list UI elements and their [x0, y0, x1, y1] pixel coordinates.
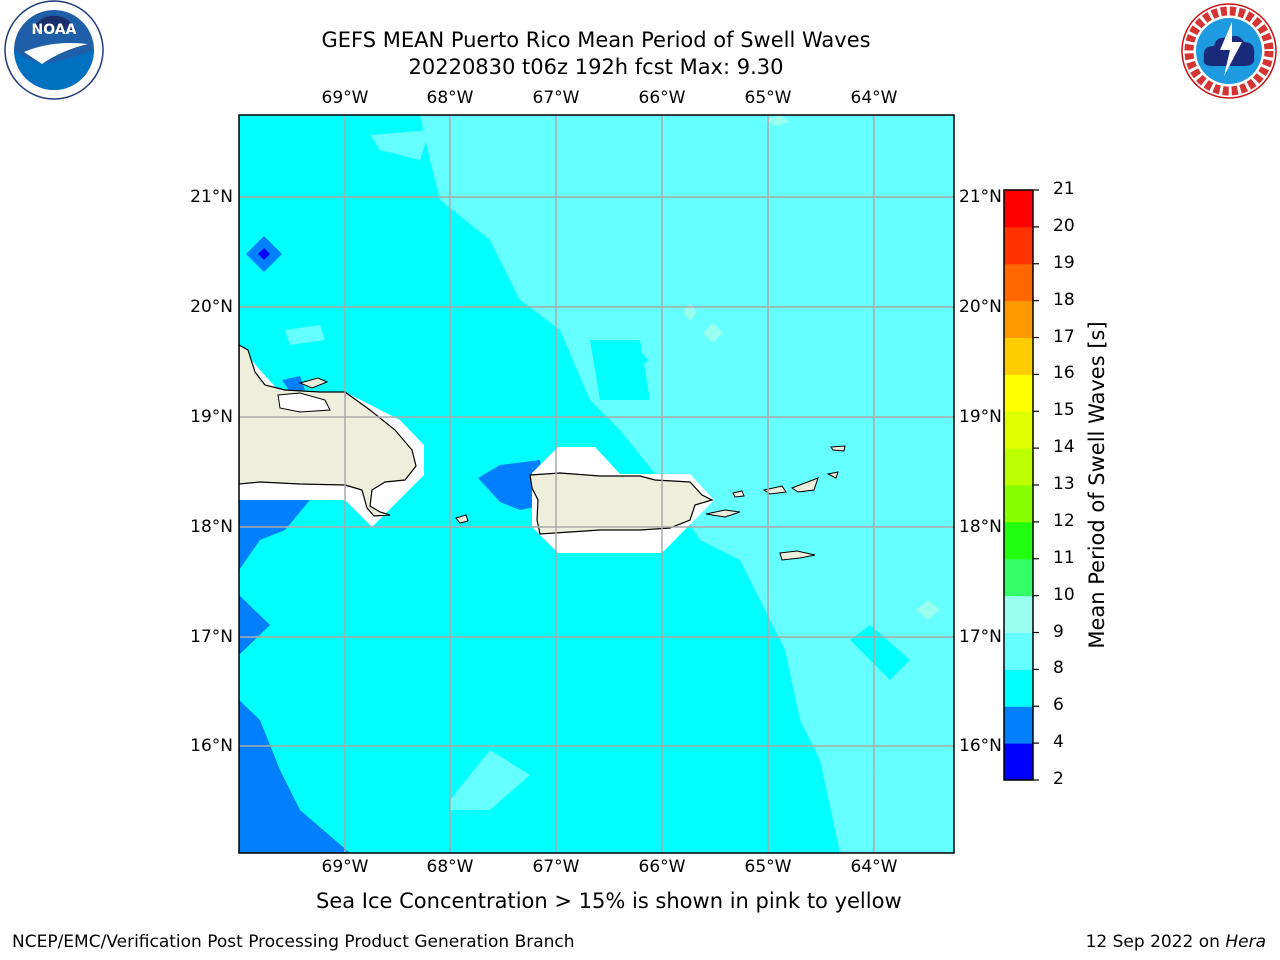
footer-credit: NCEP/EMC/Verification Post Processing Pr…: [12, 932, 575, 952]
colorbar-bin: [1004, 669, 1033, 707]
colorbar-bin: [1004, 226, 1033, 265]
colorbar-tick-label: 17: [1053, 326, 1075, 347]
longitude-label-top: 64°W: [850, 88, 898, 108]
svg-text:NOAA: NOAA: [32, 22, 77, 38]
nws-logo: [1181, 3, 1277, 99]
map-subtitle: 20220830 t06z 192h fcst Max: 9.30: [408, 55, 784, 79]
latitude-label-right: 16°N: [959, 736, 1002, 756]
latitude-label-left: 20°N: [190, 297, 233, 317]
footer-host: Hera: [1225, 932, 1266, 952]
colorbar-tick-label: 21: [1053, 179, 1075, 199]
swell-field-6-8s: [620, 345, 648, 373]
longitude-label-top: 67°W: [532, 88, 580, 108]
colorbar-bin: [1004, 521, 1033, 560]
swell-field-8-9s: [370, 130, 430, 160]
colorbar-tick-label: 11: [1053, 547, 1075, 568]
colorbar-label: Mean Period of Swell Waves [s]: [1085, 321, 1109, 649]
longitude-label-bottom: 67°W: [532, 857, 580, 877]
colorbar-bin: [1004, 337, 1033, 375]
st-croix-island: [779, 550, 816, 561]
colorbar-bin: [1004, 263, 1033, 302]
colorbar-tick-label: 9: [1053, 621, 1064, 642]
colorbar-tick-label: 12: [1053, 510, 1075, 531]
culebra-island: [732, 490, 745, 498]
longitude-label-top: 68°W: [426, 88, 474, 108]
longitude-label-bottom: 68°W: [426, 857, 474, 877]
swell-field-6-8s: [850, 625, 910, 680]
colorbar-bin: [1004, 595, 1033, 633]
map-title: GEFS MEAN Puerto Rico Mean Period of Swe…: [321, 28, 871, 52]
latitude-label-right: 17°N: [959, 627, 1002, 647]
map-plot-area: [239, 115, 954, 853]
colorbar-tick-label: 2: [1053, 769, 1064, 789]
swell-field-4-6s: [239, 500, 310, 570]
sea-ice-note: Sea Ice Concentration > 15% is shown in …: [316, 889, 902, 913]
tortuga-island: [298, 377, 329, 389]
latitude-label-right: 18°N: [959, 517, 1002, 537]
longitude-label-bottom: 64°W: [850, 857, 898, 877]
swell-field-8-9s: [870, 740, 940, 800]
swell-field-4-6s: [239, 700, 350, 853]
colorbar-bin: [1004, 300, 1033, 338]
puerto-rico-landmass: [529, 472, 714, 535]
colorbar-tick-label: 19: [1053, 252, 1075, 273]
colorbar-tick-label: 15: [1053, 400, 1075, 421]
swell-field-4-6s: [239, 595, 270, 655]
latitude-label-left: 18°N: [190, 517, 233, 537]
map-border: [238, 114, 955, 854]
colorbar-bin: [1004, 558, 1033, 597]
colorbar-bin: [1004, 485, 1033, 523]
mona-island: [455, 514, 469, 524]
colorbar-tick-label: 10: [1053, 584, 1075, 605]
swell-field-2-4s: [258, 248, 270, 260]
colorbar-bin: [1004, 411, 1033, 449]
longitude-label-top: 69°W: [321, 88, 369, 108]
noaa-logo: NOAA: [4, 0, 104, 100]
colorbar-tick-label: 16: [1053, 363, 1075, 384]
latitude-label-right: 21°N: [959, 187, 1002, 207]
colorbar-tick-label: 20: [1053, 215, 1075, 236]
swell-field-8-9s: [285, 325, 325, 345]
latitude-label-left: 21°N: [190, 187, 233, 207]
longitude-label-bottom: 69°W: [321, 857, 369, 877]
colorbar-tick-label: 18: [1053, 289, 1075, 310]
gulf-of-gonave: [277, 392, 331, 413]
graticule-gridlines: [239, 115, 954, 853]
swell-field-8-9s: [450, 750, 530, 810]
longitude-label-bottom: 66°W: [638, 857, 686, 877]
colorbar: [1003, 189, 1039, 781]
colorbar-tick-label: 6: [1053, 695, 1064, 716]
swell-field-9-10s: [765, 115, 790, 126]
swell-field-6-8s: [590, 340, 650, 400]
latitude-label-right: 20°N: [959, 297, 1002, 317]
swell-field-9-10s: [703, 323, 723, 343]
vieques-island: [705, 509, 741, 518]
virgin-gorda-island: [826, 471, 839, 479]
swell-field-8-9s: [880, 290, 905, 340]
latitude-label-right: 19°N: [959, 407, 1002, 427]
colorbar-bin: [1004, 632, 1033, 670]
longitude-label-top: 65°W: [744, 88, 792, 108]
colorbar-tick-label: 4: [1053, 732, 1064, 753]
latitude-label-left: 19°N: [190, 407, 233, 427]
colorbar-bin: [1004, 448, 1033, 486]
footer-date: 12 Sep 2022 on Hera: [1085, 932, 1266, 952]
colorbar-bin: [1004, 743, 1033, 781]
swell-field-4-6s: [282, 376, 305, 392]
anegada-island: [830, 445, 846, 452]
longitude-label-top: 66°W: [638, 88, 686, 108]
latitude-label-left: 17°N: [190, 627, 233, 647]
colorbar-tick-label: 8: [1053, 658, 1064, 679]
longitude-label-bottom: 65°W: [744, 857, 792, 877]
colorbar-bin: [1004, 190, 1033, 228]
colorbar-tick-label: 13: [1053, 474, 1075, 494]
swell-field-9-10s: [916, 600, 940, 620]
colorbar-bin: [1004, 706, 1033, 744]
colorbar-tick-label: 14: [1053, 437, 1075, 458]
latitude-label-left: 16°N: [190, 736, 233, 756]
tortola-island: [790, 477, 819, 493]
colorbar-bin: [1004, 374, 1033, 412]
swell-field-4-6s: [478, 460, 545, 510]
